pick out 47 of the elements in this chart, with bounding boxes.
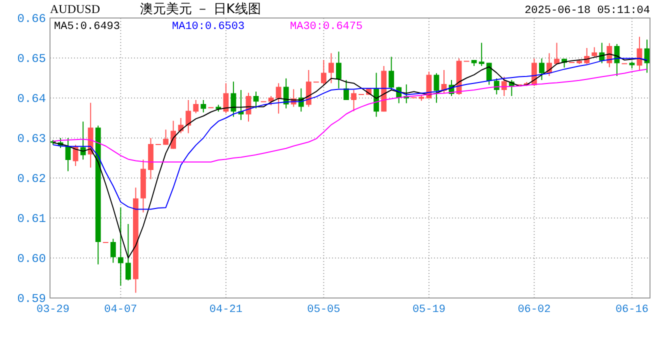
- candlestick: [186, 100, 192, 134]
- candlestick: [253, 91, 259, 109]
- candlestick: [539, 58, 544, 80]
- candlestick: [118, 207, 124, 286]
- x-tick-label: 03-29: [36, 304, 70, 316]
- candlestick: [223, 82, 229, 114]
- y-tick-label: 0.60: [17, 252, 46, 266]
- candlestick: [72, 144, 78, 166]
- candlestick: [200, 100, 206, 113]
- candlestick: [163, 129, 168, 146]
- chart-title: 澳元美元 － 日K线图: [140, 1, 261, 17]
- y-tick-label: 0.64: [17, 92, 46, 106]
- candlestick: [344, 80, 349, 100]
- candlestick: [351, 90, 356, 112]
- x-tick-label: 06-02: [518, 304, 551, 316]
- x-tick-label: 05-19: [412, 304, 446, 316]
- text: MA10:0.6503: [172, 21, 245, 33]
- candlestick: [193, 100, 199, 114]
- candlestick: [283, 78, 289, 109]
- text: 2025-06-18 05:11:04: [524, 5, 650, 17]
- y-tick-label: 0.65: [17, 52, 46, 66]
- candlestick: [501, 76, 507, 96]
- y-tick-label: 0.63: [17, 132, 46, 146]
- candlestick: [388, 56, 394, 90]
- y-tick-label: 0.62: [17, 172, 46, 186]
- candlestick: [276, 82, 282, 114]
- candlestick: [306, 70, 312, 108]
- candlestick: [230, 81, 236, 118]
- candlestick: [110, 238, 116, 264]
- candlestick: [478, 42, 484, 66]
- candlestick: [434, 72, 440, 104]
- y-tick-label: 0.61: [17, 212, 46, 226]
- y-tick-label: 0.66: [17, 12, 46, 26]
- x-tick-label: 05-05: [307, 304, 340, 316]
- candlestick: [328, 52, 334, 84]
- text: MA5:0.6493: [54, 21, 120, 33]
- candlestick: [170, 120, 176, 150]
- x-tick-label: 06-16: [615, 304, 648, 316]
- text: MA30:0.6475: [290, 21, 363, 33]
- x-tick-label: 04-07: [104, 304, 138, 316]
- x-tick-label: 04-21: [209, 304, 243, 316]
- candlestick: [125, 224, 131, 281]
- candlestick: [320, 60, 326, 86]
- candlestick: [592, 46, 598, 58]
- candlestick: [268, 96, 274, 106]
- chart-subtitle: AUDUSD: [50, 2, 100, 16]
- candlestick: [336, 51, 342, 89]
